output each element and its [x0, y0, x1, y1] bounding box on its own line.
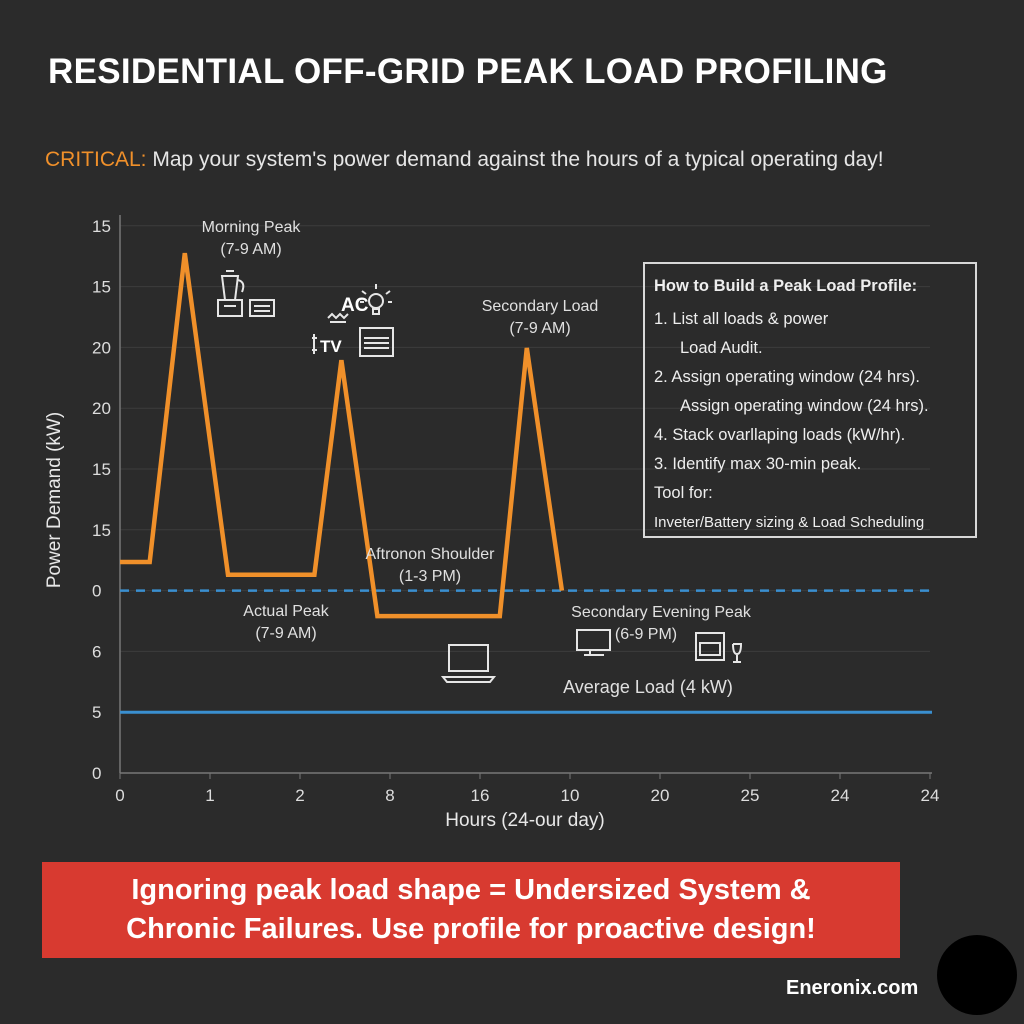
howto-step: 3. Identify max 30-min peak. — [654, 455, 862, 473]
x-tick-label: 1 — [205, 786, 214, 805]
load-profile-line — [120, 252, 565, 619]
oven-icon-2 — [695, 632, 725, 661]
howto-step: Inveter/Battery sizing & Load Scheduling — [654, 514, 925, 531]
x-tick-label: 2 — [295, 786, 304, 805]
average-load-label: Average Load (4 kW) — [563, 677, 733, 697]
page-title: RESIDENTIAL OFF-GRID PEAK LOAD PROFILING — [48, 52, 888, 91]
howto-title: How to Build a Peak Load Profile: — [654, 277, 918, 295]
y-axis-label: Power Demand (kW) — [44, 411, 65, 589]
x-tick-label: 8 — [385, 786, 394, 805]
y-tick-label: 15 — [92, 217, 111, 236]
lightbulb-icon — [360, 284, 392, 315]
y-tick-label: 20 — [92, 399, 111, 418]
laptop-icon — [440, 644, 497, 683]
y-tick-label: 15 — [92, 521, 111, 540]
howto-step: Tool for: — [654, 484, 713, 502]
tv-icon — [312, 334, 317, 354]
critical-note: CRITICAL: Map your system's power demand… — [45, 148, 884, 172]
tv-label: TV — [320, 337, 342, 356]
y-tick-label: 5 — [92, 703, 101, 722]
annotation-secondary-evening-peak: Secondary Evening Peak (6-9 PM) — [571, 604, 751, 643]
critical-text: Map your system's power demand against t… — [146, 148, 884, 171]
annotation-morning-peak: Morning Peak (7-9 AM) — [201, 219, 301, 258]
howto-box: How to Build a Peak Load Profile: 1. Lis… — [643, 262, 977, 538]
critical-label: CRITICAL: — [45, 148, 147, 171]
x-tick-label: 16 — [471, 786, 490, 805]
howto-step: Assign operating window (24 hrs). — [680, 397, 929, 415]
y-tick-label: 0 — [92, 764, 101, 783]
annotation-actual-peak: Actual Peak (7-9 AM) — [243, 603, 329, 642]
y-tick-label: 15 — [92, 278, 111, 297]
ac-icon — [327, 312, 349, 323]
x-tick-label: 24 — [831, 786, 850, 805]
brand-link[interactable]: Eneronix.com — [786, 977, 919, 999]
x-tick-label: 0 — [115, 786, 124, 805]
x-tick-label: 10 — [561, 786, 580, 805]
y-tick-label: 20 — [92, 338, 111, 357]
banner-line-1: Ignoring peak load shape = Undersized Sy… — [131, 874, 811, 906]
y-tick-label: 0 — [92, 582, 101, 601]
monitor-icon — [576, 629, 611, 656]
howto-step: Load Audit. — [680, 339, 763, 357]
x-axis-label: Hours (24-our day) — [445, 810, 605, 831]
ac-label: AC — [341, 295, 369, 316]
x-tick-label: 24 — [921, 786, 940, 805]
wine-glass-icon — [732, 643, 743, 663]
x-tick-label: 20 — [651, 786, 670, 805]
annotation-afternoon-shoulder: Aftronon Shoulder (1-3 PM) — [365, 546, 495, 585]
annotation-secondary-load: Secondary Load (7-9 AM) — [481, 298, 599, 337]
howto-step: 2. Assign operating window (24 hrs). — [654, 368, 920, 386]
x-tick-label: 25 — [741, 786, 760, 805]
dish-icon — [249, 299, 275, 317]
banner-line-2: Chronic Failures. Use profile for proact… — [126, 913, 816, 945]
warning-banner: Ignoring peak load shape = Undersized Sy… — [42, 862, 900, 958]
logo-circle — [937, 935, 1017, 1015]
blender-icon — [217, 270, 245, 317]
y-tick-label: 6 — [92, 642, 101, 661]
howto-step: 1. List all loads & power — [654, 310, 829, 328]
oven-icon — [359, 327, 394, 357]
y-tick-label: 15 — [92, 460, 111, 479]
howto-step: 4. Stack ovarllaping loads (kW/hr). — [654, 426, 906, 444]
